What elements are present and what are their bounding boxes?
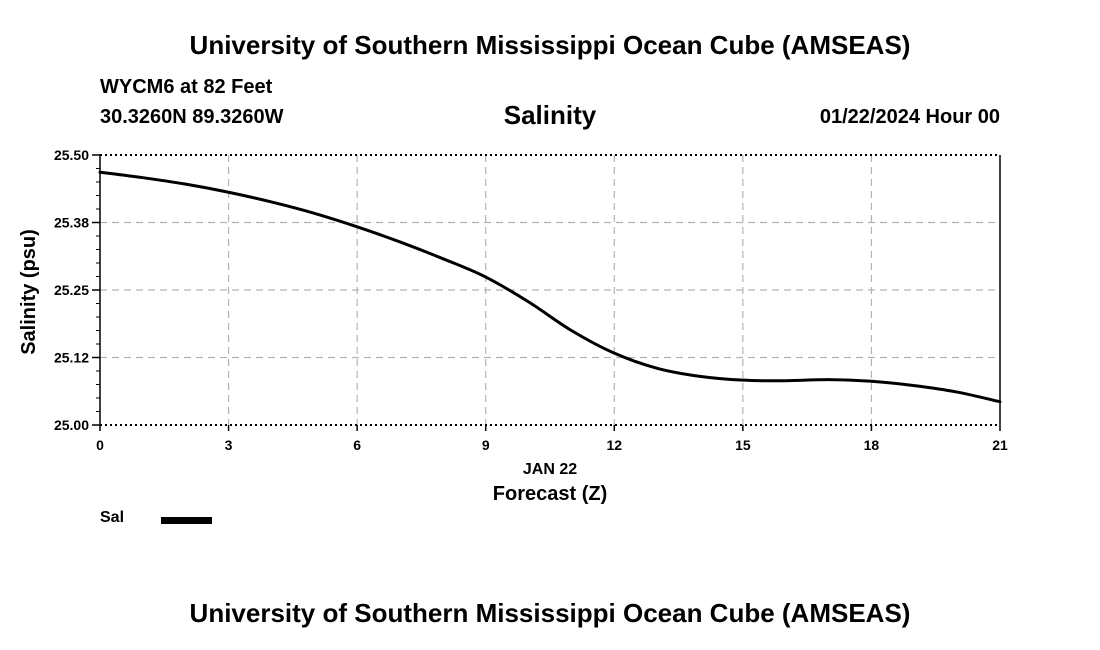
legend-label: Sal: [100, 509, 125, 526]
chart-title: Salinity: [503, 100, 597, 130]
x-axis-date-label: JAN 22: [523, 461, 577, 478]
x-tick-label: 12: [606, 437, 622, 453]
forecast-datetime: 01/22/2024 Hour 00: [819, 106, 1000, 128]
series-line-sal: [98, 170, 1002, 404]
y-axis-label: Salinity (psu): [18, 229, 40, 355]
x-tick-label: 6: [353, 437, 361, 453]
y-tick-label: 25.38: [54, 215, 89, 231]
station-label: WYCM6 at 82 Feet: [100, 76, 273, 98]
x-tick-label: 21: [992, 437, 1008, 453]
y-tick-label: 25.50: [54, 147, 89, 163]
x-tick-label: 18: [864, 437, 880, 453]
coordinates-label: 30.3260N 89.3260W: [100, 106, 284, 128]
x-tick-label: 3: [225, 437, 233, 453]
x-axis-label: Forecast (Z): [493, 483, 607, 505]
y-tick-label: 25.00: [54, 417, 89, 433]
y-tick-label: 25.25: [54, 282, 89, 298]
y-tick-label: 25.12: [54, 350, 89, 366]
x-tick-label: 0: [96, 437, 104, 453]
x-tick-label: 9: [482, 437, 490, 453]
page-title: University of Southern Mississippi Ocean…: [189, 30, 911, 60]
footer-title: University of Southern Mississippi Ocean…: [189, 598, 911, 628]
legend-swatch: [161, 517, 212, 524]
x-tick-label: 15: [735, 437, 751, 453]
